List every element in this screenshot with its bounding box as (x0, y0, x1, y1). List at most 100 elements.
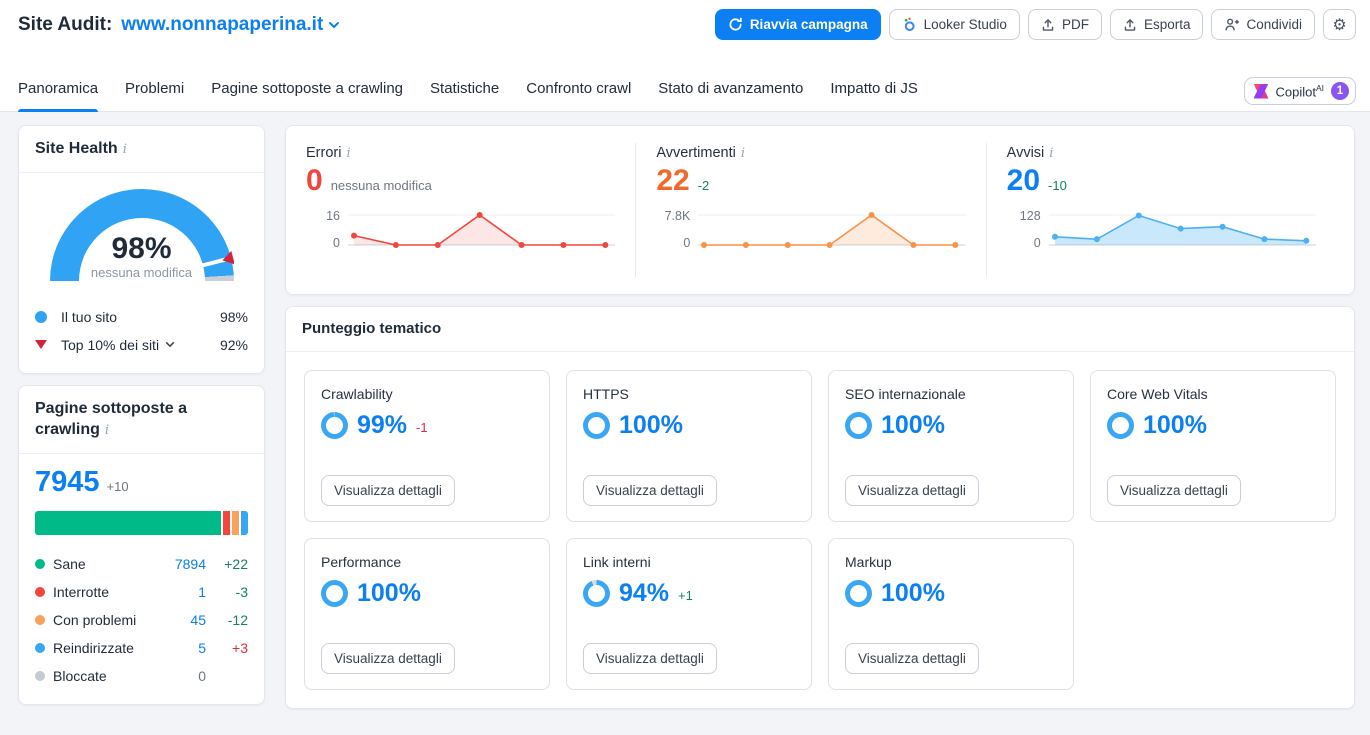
warnings-title: Avvertimenti (656, 145, 736, 161)
settings-button[interactable]: ⚙ (1323, 9, 1356, 40)
top10-dropdown[interactable]: Top 10% dei siti (35, 337, 220, 353)
header-actions: Riavvia campagna Looker Studio PDF Espor… (714, 9, 1356, 40)
orange-dot-icon (35, 614, 45, 625)
restart-campaign-button[interactable]: Riavvia campagna (714, 9, 881, 40)
errors-title: Errori (306, 145, 342, 161)
view-details-button[interactable]: Visualizza dettagli (845, 643, 979, 675)
copilot-label: CopilotAI (1275, 82, 1325, 100)
info-icon[interactable]: i (122, 142, 127, 157)
card-score: 100% (1143, 411, 1207, 440)
tab-panoramica[interactable]: Panoramica (18, 68, 99, 112)
site-health-change: nessuna modifica (90, 265, 193, 281)
errors-value[interactable]: 0 (306, 164, 323, 197)
errors-column: Errori i 0 nessuna modifica 16 0 (304, 143, 637, 277)
warnings-value[interactable]: 22 (656, 164, 690, 197)
legend-label: Reindirizzate (53, 639, 134, 656)
tab-impatto-js[interactable]: Impatto di JS (830, 80, 918, 97)
total-pages-value[interactable]: 7945 (35, 465, 100, 498)
tab-stato-avanzamento[interactable]: Stato di avanzamento (658, 80, 804, 97)
pdf-button[interactable]: PDF (1027, 9, 1102, 40)
y-axis-labels: 16 0 (306, 206, 340, 252)
crawled-pages-total: 7945 +10 (35, 466, 248, 499)
score-card-link-interni: Link interni 94% +1 Visualizza dettagli (566, 538, 812, 691)
legend-row-reindirizzate: Reindirizzate 5 +3 (35, 634, 248, 662)
gear-icon: ⚙ (1332, 16, 1347, 34)
share-button[interactable]: Condividi (1211, 9, 1315, 40)
legend-value: 0 (198, 667, 206, 684)
bar-segment-interrotte (222, 510, 230, 535)
red-dot-icon (35, 586, 45, 597)
legend-value: 98% (219, 308, 248, 325)
upload-icon (1124, 18, 1136, 31)
legend-label: Con problemi (53, 611, 137, 628)
copilot-icon (1254, 84, 1269, 99)
info-icon[interactable]: i (346, 145, 351, 161)
export-label: Esporta (1143, 17, 1191, 32)
copilot-notification-badge: 1 (1331, 82, 1349, 100)
crawled-pages-stacked-bar (35, 510, 248, 535)
legend-label: Sane (53, 555, 86, 572)
y-axis-labels: 128 0 (1007, 206, 1041, 252)
domain-name: www.nonnapaperina.it (121, 13, 324, 35)
card-title: Markup (845, 554, 892, 571)
legend-row-con-problemi: Con problemi 45 -12 (35, 606, 248, 634)
page-title: Site Audit: www.nonnapaperina.it (18, 14, 340, 36)
export-button[interactable]: Esporta (1109, 9, 1204, 40)
score-ring-icon (583, 580, 610, 608)
site-health-header: Site Health i (19, 126, 264, 173)
warnings-change: -2 (697, 178, 710, 193)
warnings-column: Avvertimenti i 22 -2 7.8K 0 (636, 143, 987, 277)
card-title: HTTPS (583, 386, 629, 403)
gauge-center: 98% nessuna modifica (50, 233, 234, 281)
view-details-button[interactable]: Visualizza dettagli (845, 475, 979, 507)
legend-row-interrotte: Interrotte 1 -3 (35, 578, 248, 606)
view-details-button[interactable]: Visualizza dettagli (321, 643, 455, 675)
score-card-markup: Markup 100% Visualizza dettagli (828, 538, 1074, 691)
tab-statistiche[interactable]: Statistiche (430, 80, 500, 97)
site-health-title: Site Health (35, 140, 118, 157)
top-header: Site Audit: www.nonnapaperina.it Riavvia… (0, 0, 1370, 112)
total-pages-change: +10 (106, 478, 129, 494)
gray-dot-icon (35, 670, 45, 681)
copilot-button[interactable]: CopilotAI 1 (1243, 77, 1356, 105)
card-score: 100% (357, 579, 421, 608)
tab-confronto-crawl[interactable]: Confronto crawl (526, 80, 632, 97)
card-title: Link interni (583, 554, 651, 571)
info-icon[interactable]: i (1049, 145, 1054, 161)
legend-row-sane: Sane 7894 +22 (35, 550, 248, 578)
warnings-sparkline (698, 206, 966, 252)
tab-problemi[interactable]: Problemi (125, 80, 185, 97)
y-min-label: 0 (1033, 236, 1041, 250)
blue-dot-icon (35, 310, 47, 323)
view-details-button[interactable]: Visualizza dettagli (321, 475, 455, 507)
green-dot-icon (35, 558, 45, 569)
looker-studio-button[interactable]: Looker Studio (888, 9, 1020, 40)
legend-value-link[interactable]: 7894 (174, 555, 206, 572)
domain-selector[interactable]: www.nonnapaperina.it (121, 14, 340, 36)
score-card-core-web-vitals: Core Web Vitals 100% Visualizza dettagli (1090, 370, 1336, 523)
pdf-label: PDF (1061, 17, 1089, 32)
site-health-score: 98% (111, 231, 172, 265)
view-details-button[interactable]: Visualizza dettagli (583, 643, 717, 675)
legend-value-link[interactable]: 1 (198, 583, 206, 600)
info-icon[interactable]: i (104, 423, 110, 439)
card-change: -1 (416, 419, 428, 435)
info-icon[interactable]: i (740, 145, 746, 161)
view-details-button[interactable]: Visualizza dettagli (1107, 475, 1241, 507)
legend-value-link[interactable]: 45 (190, 611, 206, 628)
view-details-button[interactable]: Visualizza dettagli (583, 475, 717, 507)
legend-row-your-site: Il tuo sito 98% (35, 303, 248, 331)
legend-row-top10: Top 10% dei siti 92% (35, 331, 248, 359)
legend-label: Bloccate (53, 667, 107, 684)
site-health-panel: Site Health i 98% nessuna modifica Il tuo… (18, 125, 265, 374)
notices-value[interactable]: 20 (1006, 164, 1041, 197)
notices-column: Avvisi i 20 -10 128 0 (987, 143, 1336, 277)
crawled-pages-legend: Sane 7894 +22 Interrotte 1 -3 Con proble… (35, 550, 248, 690)
tab-pagine-crawling[interactable]: Pagine sottoposte a crawling (211, 80, 404, 97)
legend-value-link[interactable]: 5 (198, 639, 206, 656)
notices-change: -10 (1048, 178, 1067, 193)
score-ring-icon (1107, 412, 1134, 440)
bar-segment-sane (35, 510, 221, 535)
card-score: 100% (881, 411, 945, 440)
restart-campaign-label: Riavvia campagna (749, 17, 868, 32)
